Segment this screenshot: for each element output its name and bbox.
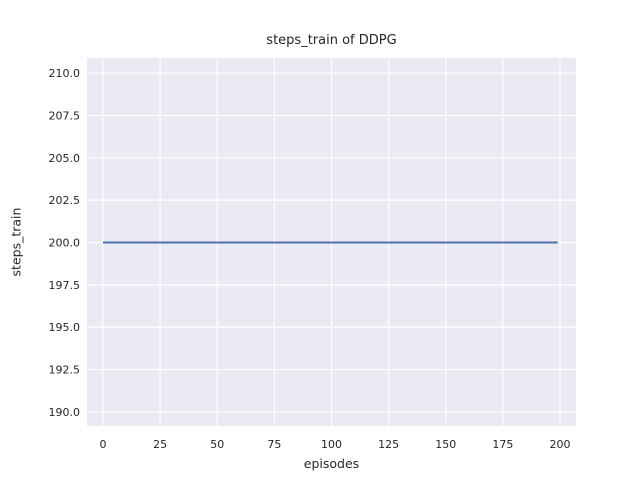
y-tick-label: 200.0 xyxy=(49,237,81,250)
x-tick-label: 75 xyxy=(267,438,281,451)
x-tick-label: 25 xyxy=(153,438,167,451)
y-axis-label: steps_train xyxy=(8,207,24,277)
y-tick-label: 195.0 xyxy=(49,321,81,334)
x-tick-label: 150 xyxy=(435,438,456,451)
y-tick-label: 207.5 xyxy=(49,109,81,122)
y-tick-label: 205.0 xyxy=(49,152,81,165)
x-tick-label: 200 xyxy=(550,438,571,451)
y-tick-label: 192.5 xyxy=(49,364,81,377)
chart-title: steps_train of DDPG xyxy=(266,33,397,48)
x-tick-label: 125 xyxy=(378,438,399,451)
x-tick-label: 175 xyxy=(492,438,513,451)
y-tick-label: 202.5 xyxy=(49,194,81,207)
x-tick-label: 50 xyxy=(210,438,224,451)
x-tick-label: 0 xyxy=(99,438,106,451)
y-tick-label: 197.5 xyxy=(49,279,81,292)
y-tick-label: 210.0 xyxy=(49,67,81,80)
x-axis-label: episodes xyxy=(303,456,360,471)
x-tick-label: 100 xyxy=(321,438,342,451)
y-tick-label: 190.0 xyxy=(49,406,81,419)
